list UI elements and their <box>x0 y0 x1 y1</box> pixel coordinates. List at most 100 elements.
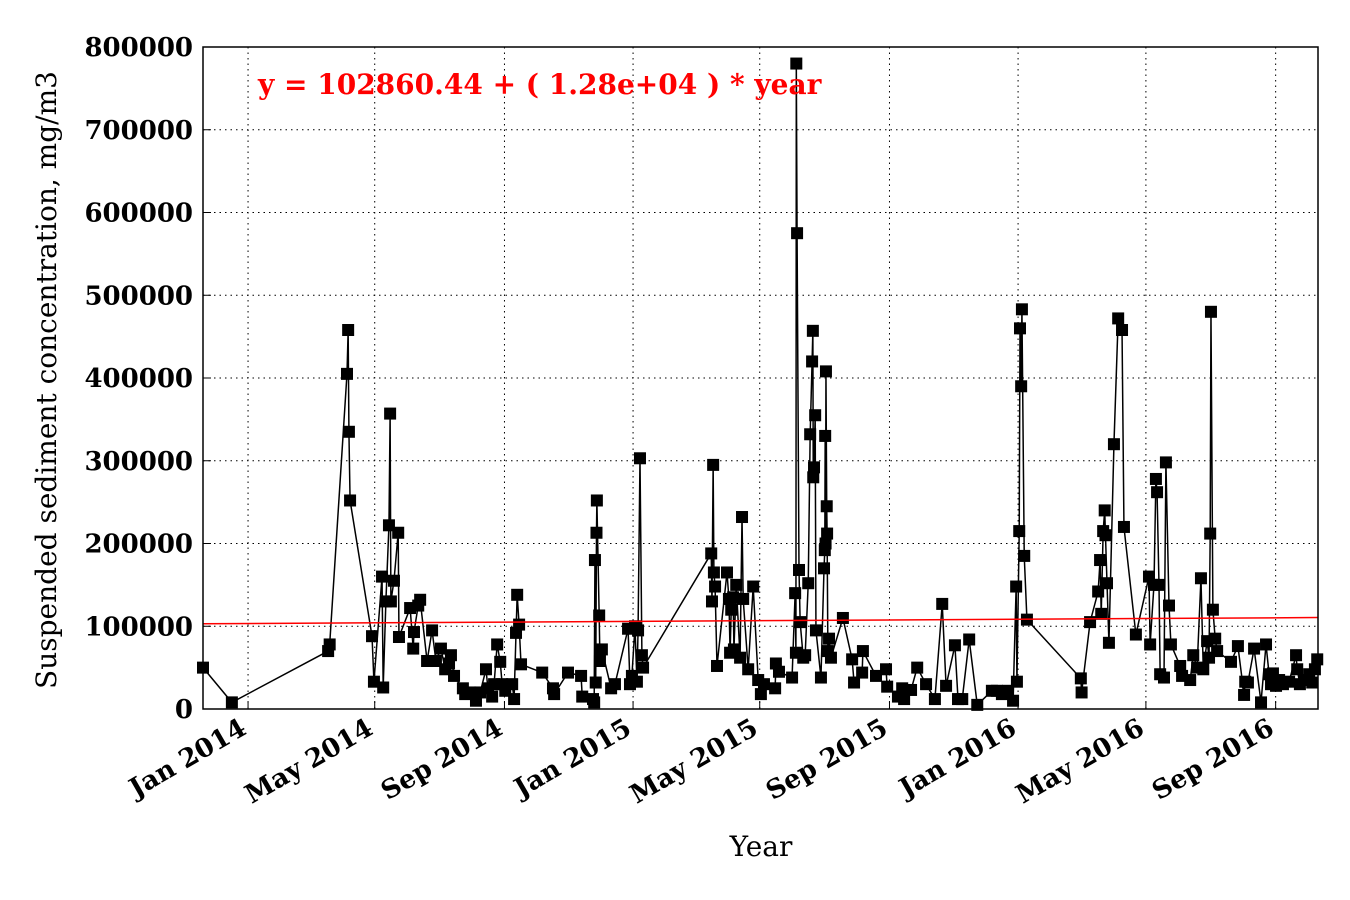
data-point <box>1187 649 1200 662</box>
data-point <box>820 500 833 513</box>
data-point <box>1206 603 1219 616</box>
data-point <box>1084 616 1097 629</box>
data-point <box>590 494 603 507</box>
data-point <box>548 688 561 701</box>
data-point <box>823 632 836 645</box>
data-point <box>848 676 861 689</box>
x-tick-label: Sep 2015 <box>761 713 893 806</box>
data-point <box>630 675 643 688</box>
data-point <box>730 578 743 591</box>
data-point <box>814 671 827 684</box>
data-point <box>377 681 390 694</box>
data-point <box>707 566 720 579</box>
data-point <box>911 661 924 674</box>
data-point <box>1018 549 1031 562</box>
data-point <box>710 659 723 672</box>
x-tick-label: May 2014 <box>240 713 378 810</box>
data-point <box>588 554 601 567</box>
data-point <box>1291 663 1304 676</box>
data-point <box>1015 380 1028 393</box>
data-point <box>414 593 427 606</box>
data-point <box>1116 324 1129 337</box>
data-point <box>1144 638 1157 651</box>
data-point <box>769 682 782 695</box>
data-point <box>898 693 911 706</box>
data-point <box>757 678 770 691</box>
data-point <box>880 663 893 676</box>
y-tick-label: 400000 <box>84 364 193 394</box>
data-point <box>809 624 822 637</box>
data-point <box>808 461 821 474</box>
data-point <box>727 591 740 604</box>
data-point <box>742 663 755 676</box>
data-point <box>725 603 738 616</box>
data-point <box>637 661 650 674</box>
data-point <box>608 678 621 691</box>
y-tick-label: 700000 <box>84 116 193 146</box>
data-point <box>1164 638 1177 651</box>
x-tick-label: Sep 2014 <box>376 713 508 806</box>
data-point <box>856 645 869 658</box>
data-point <box>948 639 961 652</box>
data-point <box>1094 554 1107 567</box>
x-tick-label: Sep 2016 <box>1147 713 1279 806</box>
data-point <box>340 367 353 380</box>
data-point <box>870 669 883 682</box>
data-point <box>794 616 807 629</box>
data-point <box>1204 527 1217 540</box>
data-point <box>856 666 869 679</box>
data-point <box>905 683 918 696</box>
data-point <box>1002 684 1015 697</box>
data-point <box>819 537 832 550</box>
data-point <box>392 526 405 539</box>
data-point <box>818 562 831 575</box>
data-point <box>1231 640 1244 653</box>
data-point <box>486 690 499 703</box>
data-point <box>791 227 804 240</box>
data-point <box>434 642 447 655</box>
data-point <box>971 698 984 711</box>
x-tick-label: May 2016 <box>1011 713 1149 810</box>
data-point <box>819 365 832 378</box>
y-tick-label: 800000 <box>84 33 193 63</box>
x-axis-label: Year <box>729 830 793 863</box>
data-point <box>821 527 834 540</box>
data-point <box>1101 577 1114 590</box>
data-point <box>1098 504 1111 517</box>
data-point <box>1211 645 1224 658</box>
data-point <box>1290 649 1303 662</box>
data-point <box>920 678 933 691</box>
data-point <box>1248 642 1261 655</box>
data-point <box>561 666 574 679</box>
data-point <box>793 563 806 576</box>
data-point <box>1194 572 1207 585</box>
data-point <box>734 651 747 664</box>
data-point <box>407 642 420 655</box>
data-point <box>754 688 767 701</box>
data-point <box>589 676 602 689</box>
data-point <box>342 425 355 438</box>
data-point <box>1174 659 1187 672</box>
data-point <box>1159 456 1172 469</box>
data-point <box>824 651 837 664</box>
data-point <box>1184 674 1197 687</box>
data-point <box>1209 632 1222 645</box>
data-point <box>1099 529 1112 542</box>
data-point <box>1260 638 1273 651</box>
data-point <box>588 696 601 709</box>
data-point <box>1095 607 1108 620</box>
data-point <box>1007 694 1020 707</box>
data-point <box>506 678 519 691</box>
data-point <box>392 631 405 644</box>
data-point <box>790 57 803 70</box>
data-point <box>407 626 420 639</box>
x-tick-label: May 2015 <box>625 713 763 810</box>
data-point <box>1283 675 1296 688</box>
data-point <box>376 570 389 583</box>
data-point <box>936 597 949 610</box>
y-tick-label: 200000 <box>84 530 193 560</box>
data-point <box>344 494 357 507</box>
data-point <box>705 595 718 608</box>
data-point <box>576 690 589 703</box>
y-tick-label: 300000 <box>84 447 193 477</box>
